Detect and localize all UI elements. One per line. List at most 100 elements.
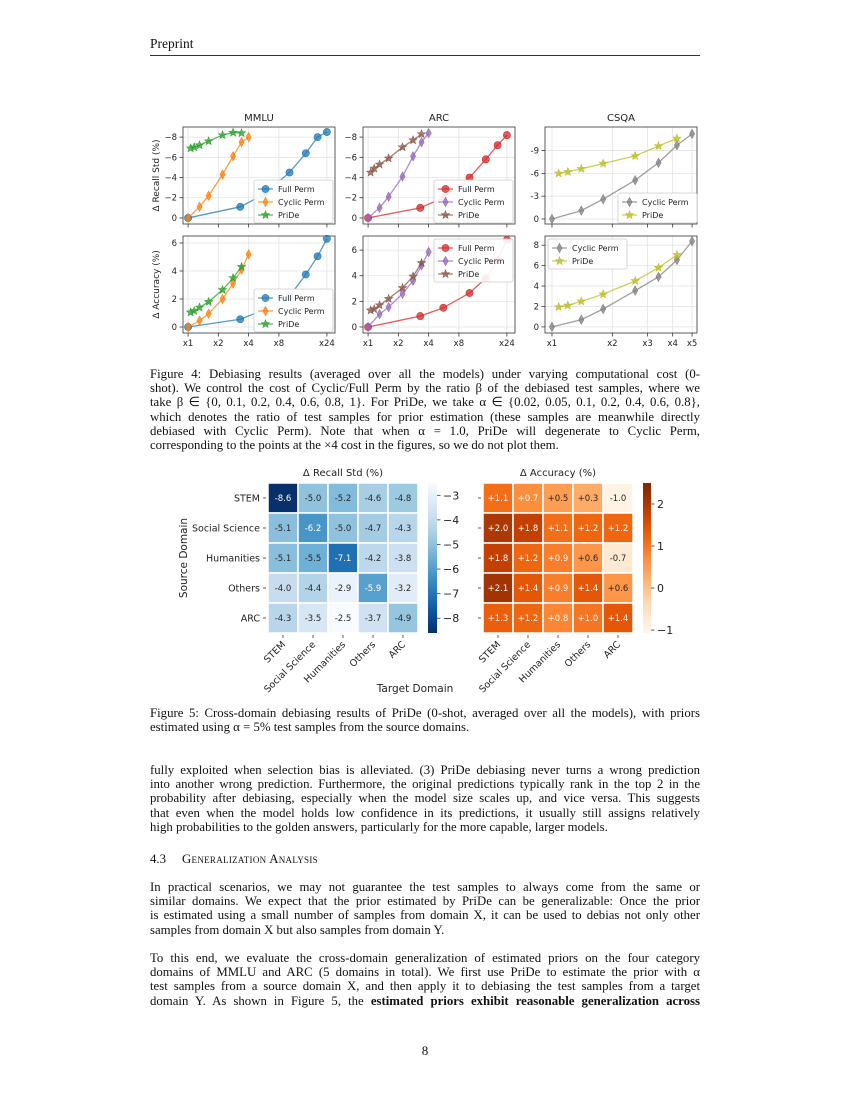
data-point [563,166,573,176]
data-point [410,151,417,162]
colorbar-tick-label: 1 [657,540,664,553]
heatmap-cell [512,602,544,634]
data-point [578,205,585,216]
heatmap-cell [542,602,574,634]
line-chart-panel: x1 x2 x3 x4 x5 0 2 4 6 8 Cyclic Perm PriDe [534,235,698,349]
cell-value-label: +0.9 [548,584,569,594]
paragraph-selection-bias: fully exploited when selection bias is a… [150,763,700,834]
y-tick-label: 6 [172,239,177,249]
data-point [502,131,511,139]
cell-value-label: -4.8 [395,494,412,504]
header-rule [150,55,700,56]
legend-marker [440,209,451,220]
figure-5-cross-domain-heatmaps: Δ Recall Std (%) -8.6 -5.0 -5.2 -4.6 -4.8 -5.1… [178,468,673,695]
data-point [549,213,555,225]
column-label: ARC [387,639,409,661]
data-point [185,212,192,224]
series-pride [365,257,427,315]
y-tick-label: 2 [534,302,539,312]
column-label: Social Science [477,639,533,695]
data-point [301,270,310,279]
cell-value-label: +2.1 [488,584,509,594]
text-line: In practical scenarios, we may not guara… [150,880,700,894]
y-tick-label: −2 [164,194,177,204]
data-point [598,158,608,168]
line-chart-panel: x1 x2 x4 x8 x24 0 2 4 6 Full Perm Cyclic Perm PriDe [352,235,516,349]
cell-value-label: +2.0 [488,524,509,534]
column-label: STEM [477,639,503,665]
y-tick-label: 2 [172,295,177,305]
caption-line: corresponding to the points at the ×4 co… [150,437,559,452]
y-tick-label: 0 [172,214,177,224]
legend-marker [260,318,271,329]
cell-value-label: +1.2 [518,614,539,624]
data-point [194,302,205,312]
series-pride [553,249,682,312]
data-point [365,212,372,224]
cell-value-label: -3.2 [395,584,412,594]
data-point [578,314,585,325]
series-cyclic-perm [365,127,432,224]
panel-title: ARC [429,113,449,124]
cell-value-label: +1.2 [518,554,539,564]
cell-value-label: +1.2 [578,524,599,534]
data-point [481,155,490,164]
cell-value-label: -4.3 [395,524,412,534]
legend-label: Full Perm [278,294,315,303]
heatmap-cell [572,482,604,514]
data-point [374,159,385,169]
column-label: Others [563,639,593,669]
data-point [465,289,474,297]
heatmap-cell [267,542,299,574]
legend-marker [442,196,449,208]
row-label: STEM [234,494,260,505]
data-point [376,202,383,214]
data-point [365,321,372,333]
data-point [399,288,406,299]
text-line: similar domains. We expect that the prio… [150,894,700,909]
colorbar-tick-label: 2 [657,498,664,511]
data-point [313,133,322,142]
data-point [672,249,682,259]
legend: Full Perm Cyclic Perm PriDe [433,179,514,224]
x-tick-label: x2 [213,339,223,349]
data-point [653,140,664,151]
series-pride [553,133,682,178]
legend-label: PriDe [278,211,299,220]
cell-value-label: -4.7 [365,524,382,534]
bold-emphasis: estimated priors exhibit reasonable gene… [370,993,700,1008]
column-label: Social Science [262,639,318,695]
legend-marker [556,242,563,254]
caption-line: estimated using α = 5% test samples from… [150,720,470,735]
heatmap-cell [512,572,544,604]
legend-label: PriDe [278,320,299,329]
x-tick-label: x1 [547,339,557,349]
figure-5-caption: Figure 5: Cross-domain debiasing results… [150,706,700,734]
y-tick-label: −6 [344,153,357,163]
panel-title: MMLU [244,113,274,124]
legend-label: Full Perm [458,185,495,194]
data-point [217,130,228,140]
heatmap-cell [512,482,544,514]
data-point [672,133,682,143]
caption-line: Figure 5: Cross-domain debiasing results… [150,706,700,720]
paragraph-cross-domain: To this end, we evaluate the cross-domai… [150,951,700,1008]
legend-marker [441,244,450,252]
legend-marker [260,209,271,220]
y-tick-label: −8 [344,133,357,143]
x-tick-label: x2 [607,339,617,349]
data-point [632,175,639,186]
legend-label: Cyclic Perm [572,244,619,253]
text-line: test samples from a source domain X, and… [150,979,700,994]
cell-value-label: +0.5 [548,494,569,504]
series-cyclic-perm [549,128,696,225]
colorbar [428,483,437,633]
cell-value-label: +0.6 [608,584,629,594]
data-point [689,128,696,140]
data-point [236,315,245,324]
data-point [189,142,199,152]
y-tick-label: −2 [344,194,357,204]
text-line: into another wrong prediction. Furthermo… [150,777,700,792]
heatmap-cell [267,572,299,604]
data-point [408,271,418,281]
